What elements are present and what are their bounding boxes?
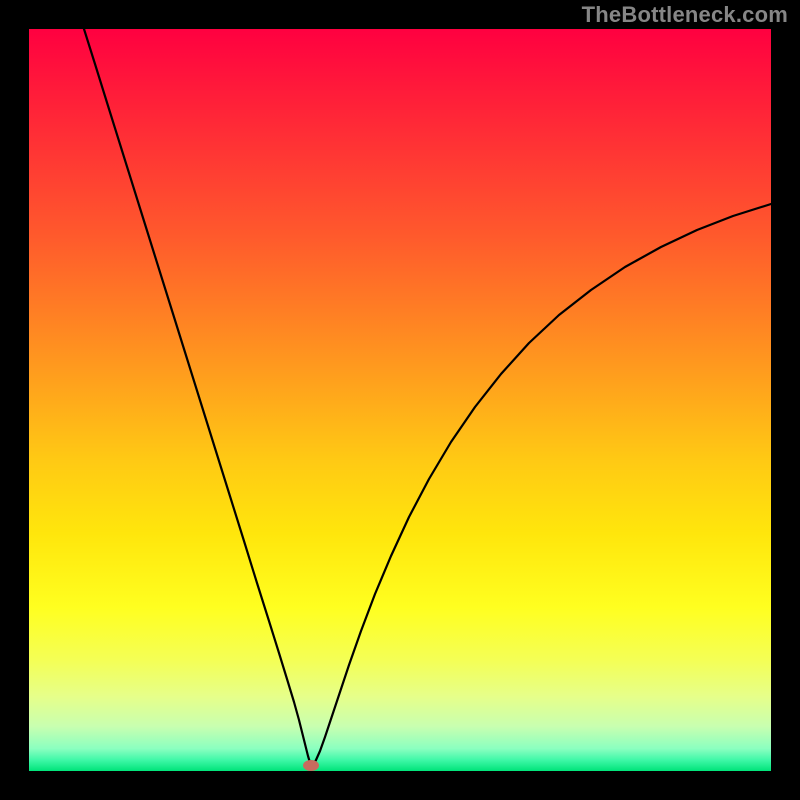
chart-frame: TheBottleneck.com	[0, 0, 800, 800]
curve-path	[84, 29, 771, 765]
bottleneck-curve	[29, 29, 771, 771]
minimum-marker	[303, 760, 319, 771]
watermark-text: TheBottleneck.com	[582, 2, 788, 28]
plot-area	[29, 29, 771, 771]
